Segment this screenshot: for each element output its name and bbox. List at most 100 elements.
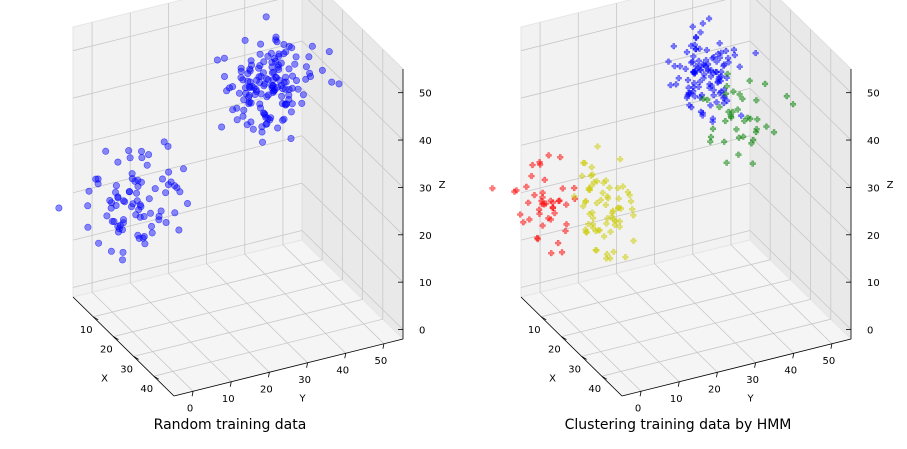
data-point (148, 222, 156, 230)
data-point (536, 206, 543, 213)
data-point (588, 182, 595, 189)
data-point (718, 49, 725, 56)
grid-line (577, 282, 680, 383)
data-point (619, 183, 627, 190)
data-point (763, 123, 770, 130)
data-point (271, 57, 279, 65)
y-tick (382, 343, 385, 349)
z-tick-label: 20 (419, 231, 432, 242)
data-point (226, 84, 234, 92)
data-point (539, 189, 546, 196)
data-point (735, 134, 743, 141)
data-point (285, 65, 293, 73)
x-tick (601, 375, 608, 380)
data-point (235, 89, 243, 97)
y-tick (639, 391, 642, 397)
data-point (103, 212, 111, 220)
data-point (287, 135, 295, 143)
data-point (261, 80, 269, 88)
data-point (683, 49, 691, 56)
data-point (267, 114, 275, 122)
data-point (733, 126, 740, 133)
grid-line (730, 244, 833, 345)
data-point (730, 88, 737, 95)
data-point (165, 168, 173, 176)
data-point (270, 68, 278, 76)
data-point (716, 40, 723, 47)
data-point (589, 171, 596, 178)
data-point (789, 101, 797, 108)
data-point (256, 104, 264, 112)
y-tick-label: 10 (222, 394, 235, 405)
grid-line (307, 0, 404, 93)
data-point (739, 95, 746, 102)
data-point (160, 138, 168, 146)
data-point (308, 42, 316, 50)
data-point (133, 197, 141, 205)
grid-line (601, 318, 831, 377)
data-point (741, 117, 748, 124)
data-point (94, 180, 102, 188)
data-point (630, 237, 637, 244)
z-tick-label: 30 (419, 183, 432, 194)
data-point (713, 68, 720, 76)
grid-line (520, 230, 751, 288)
data-point (273, 38, 281, 46)
grid-line (749, 40, 852, 141)
data-point (687, 90, 695, 97)
data-point (762, 80, 769, 87)
data-point (305, 53, 313, 61)
data-point (120, 216, 128, 224)
data-point (716, 103, 723, 111)
data-point (740, 133, 747, 140)
data-point (114, 158, 122, 166)
data-point (128, 175, 136, 183)
data-point (585, 186, 592, 193)
grid-line (541, 259, 771, 318)
data-point (233, 104, 241, 112)
data-point (221, 73, 229, 81)
data-point (676, 63, 684, 70)
data-point (707, 138, 714, 145)
y-tick-label: 50 (823, 356, 836, 367)
data-point (298, 99, 306, 107)
data-point (151, 185, 159, 193)
data-point (258, 128, 266, 136)
data-point (275, 50, 283, 58)
data-point (735, 151, 742, 158)
data-point (723, 83, 730, 90)
data-point (685, 84, 692, 91)
x-tick (92, 316, 99, 321)
data-point (84, 223, 92, 231)
data-point (615, 195, 622, 202)
data-point (167, 178, 175, 186)
data-point (243, 121, 251, 129)
data-point (603, 220, 610, 227)
data-point (141, 240, 149, 248)
data-point (525, 199, 532, 206)
data-point (253, 88, 261, 96)
data-point (274, 63, 282, 71)
data-point (716, 90, 723, 97)
data-point (723, 159, 730, 166)
data-point (318, 66, 326, 74)
data-point (541, 176, 548, 183)
grid-line (520, 0, 727, 52)
data-point (557, 154, 564, 161)
data-point (731, 52, 738, 59)
data-point (690, 68, 697, 76)
z-tick-label: 10 (867, 278, 880, 289)
data-point (288, 100, 296, 108)
data-point (749, 160, 756, 167)
data-point (335, 80, 343, 88)
data-point (247, 57, 255, 65)
data-point (692, 34, 700, 41)
data-point (287, 108, 295, 116)
x-tick (113, 336, 119, 340)
data-point (611, 221, 618, 228)
data-point (55, 204, 63, 212)
data-point (602, 201, 609, 209)
data-point (750, 136, 757, 143)
grid-line (749, 182, 852, 283)
data-point (710, 87, 717, 94)
